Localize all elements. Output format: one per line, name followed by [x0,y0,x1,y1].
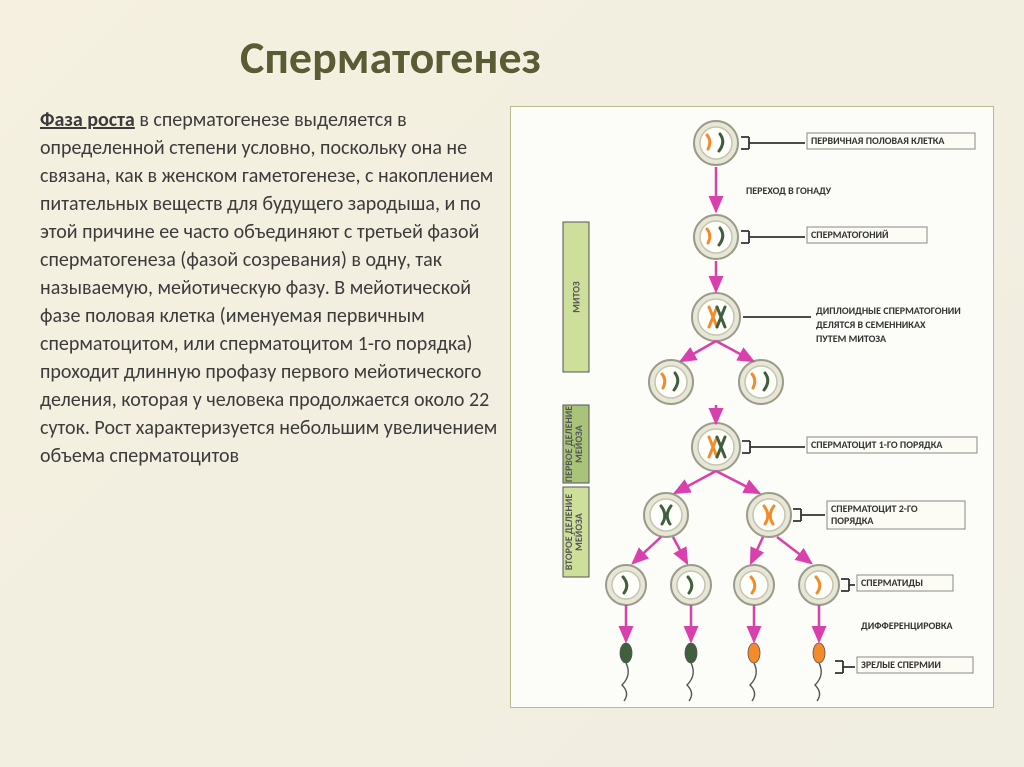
cell-sp1 [606,565,646,605]
arrow [716,341,753,361]
diagram-label: ДИФФЕРЕНЦИРОВКА [861,619,954,632]
diagram-label: СПЕРМАТОГОНИЙ [811,228,889,241]
paragraph-body: в сперматогенезе выделяется в определенн… [40,108,497,468]
description-paragraph: Фаза роста в сперматогенезе выделяется в… [40,106,500,747]
bracket [793,509,825,521]
cell-sp2 [671,565,711,605]
arrow [673,537,687,563]
bracket [835,661,855,673]
arrow [716,471,759,493]
mature-sperm [748,643,760,701]
cell-sc1 [692,423,740,471]
cell-sc2R [747,493,791,537]
svg-text:МЕЙОЗА: МЕЙОЗА [572,512,585,551]
arrow [777,537,811,563]
cell-sp3 [734,565,774,605]
diagram-label: ДИПЛОИДНЫЕ СПЕРМАТОГОНИИ [816,304,961,317]
diagram-label: СПЕРМАТОЦИТ 1-ГО ПОРЯДКА [811,438,943,451]
cell-sg [694,215,738,259]
cell-mitR [739,360,783,404]
arrow [681,341,716,361]
arrow [675,471,716,493]
cell-sp4 [799,565,839,605]
bracket [741,137,805,149]
diagram-label: ПОРЯДКА [831,514,874,527]
diagram-svg: МИТОЗПЕРВОЕ ДЕЛЕНИЕМЕЙОЗАВТОРОЕ ДЕЛЕНИЕМ… [511,107,991,707]
cell-pgc [694,121,738,165]
phase-label: МИТОЗ [570,281,583,313]
bracket [741,231,805,243]
mature-sperm [685,643,697,701]
paragraph-lead: Фаза роста [40,108,135,132]
diagram-label: ЗРЕЛЫЕ СПЕРМИИ [861,658,941,671]
mature-sperm [813,643,825,701]
diagram-label: ПЕРЕХОД В ГОНАДУ [746,184,832,197]
cell-mitL [649,360,693,404]
cell-sc2L [644,493,688,537]
page-title: Сперматогенез [40,30,994,86]
diagram-label: ДЕЛЯТСЯ В СЕМЕННИКАХ [816,318,926,331]
bracket [841,579,855,591]
cell-mit [692,293,740,341]
spermatogenesis-diagram: МИТОЗПЕРВОЕ ДЕЛЕНИЕМЕЙОЗАВТОРОЕ ДЕЛЕНИЕМ… [510,106,994,708]
diagram-label: СПЕРМАТИДЫ [861,576,923,589]
diagram-label: ПУТЕМ МИТОЗА [816,332,887,345]
arrow [633,537,661,563]
svg-text:МЕЙОЗА: МЕЙОЗА [572,424,585,463]
diagram-label: ПЕРВИЧНАЯ ПОЛОВАЯ КЛЕТКА [811,134,945,147]
mature-sperm [620,643,632,701]
arrow [751,537,763,563]
bracket [742,441,805,453]
